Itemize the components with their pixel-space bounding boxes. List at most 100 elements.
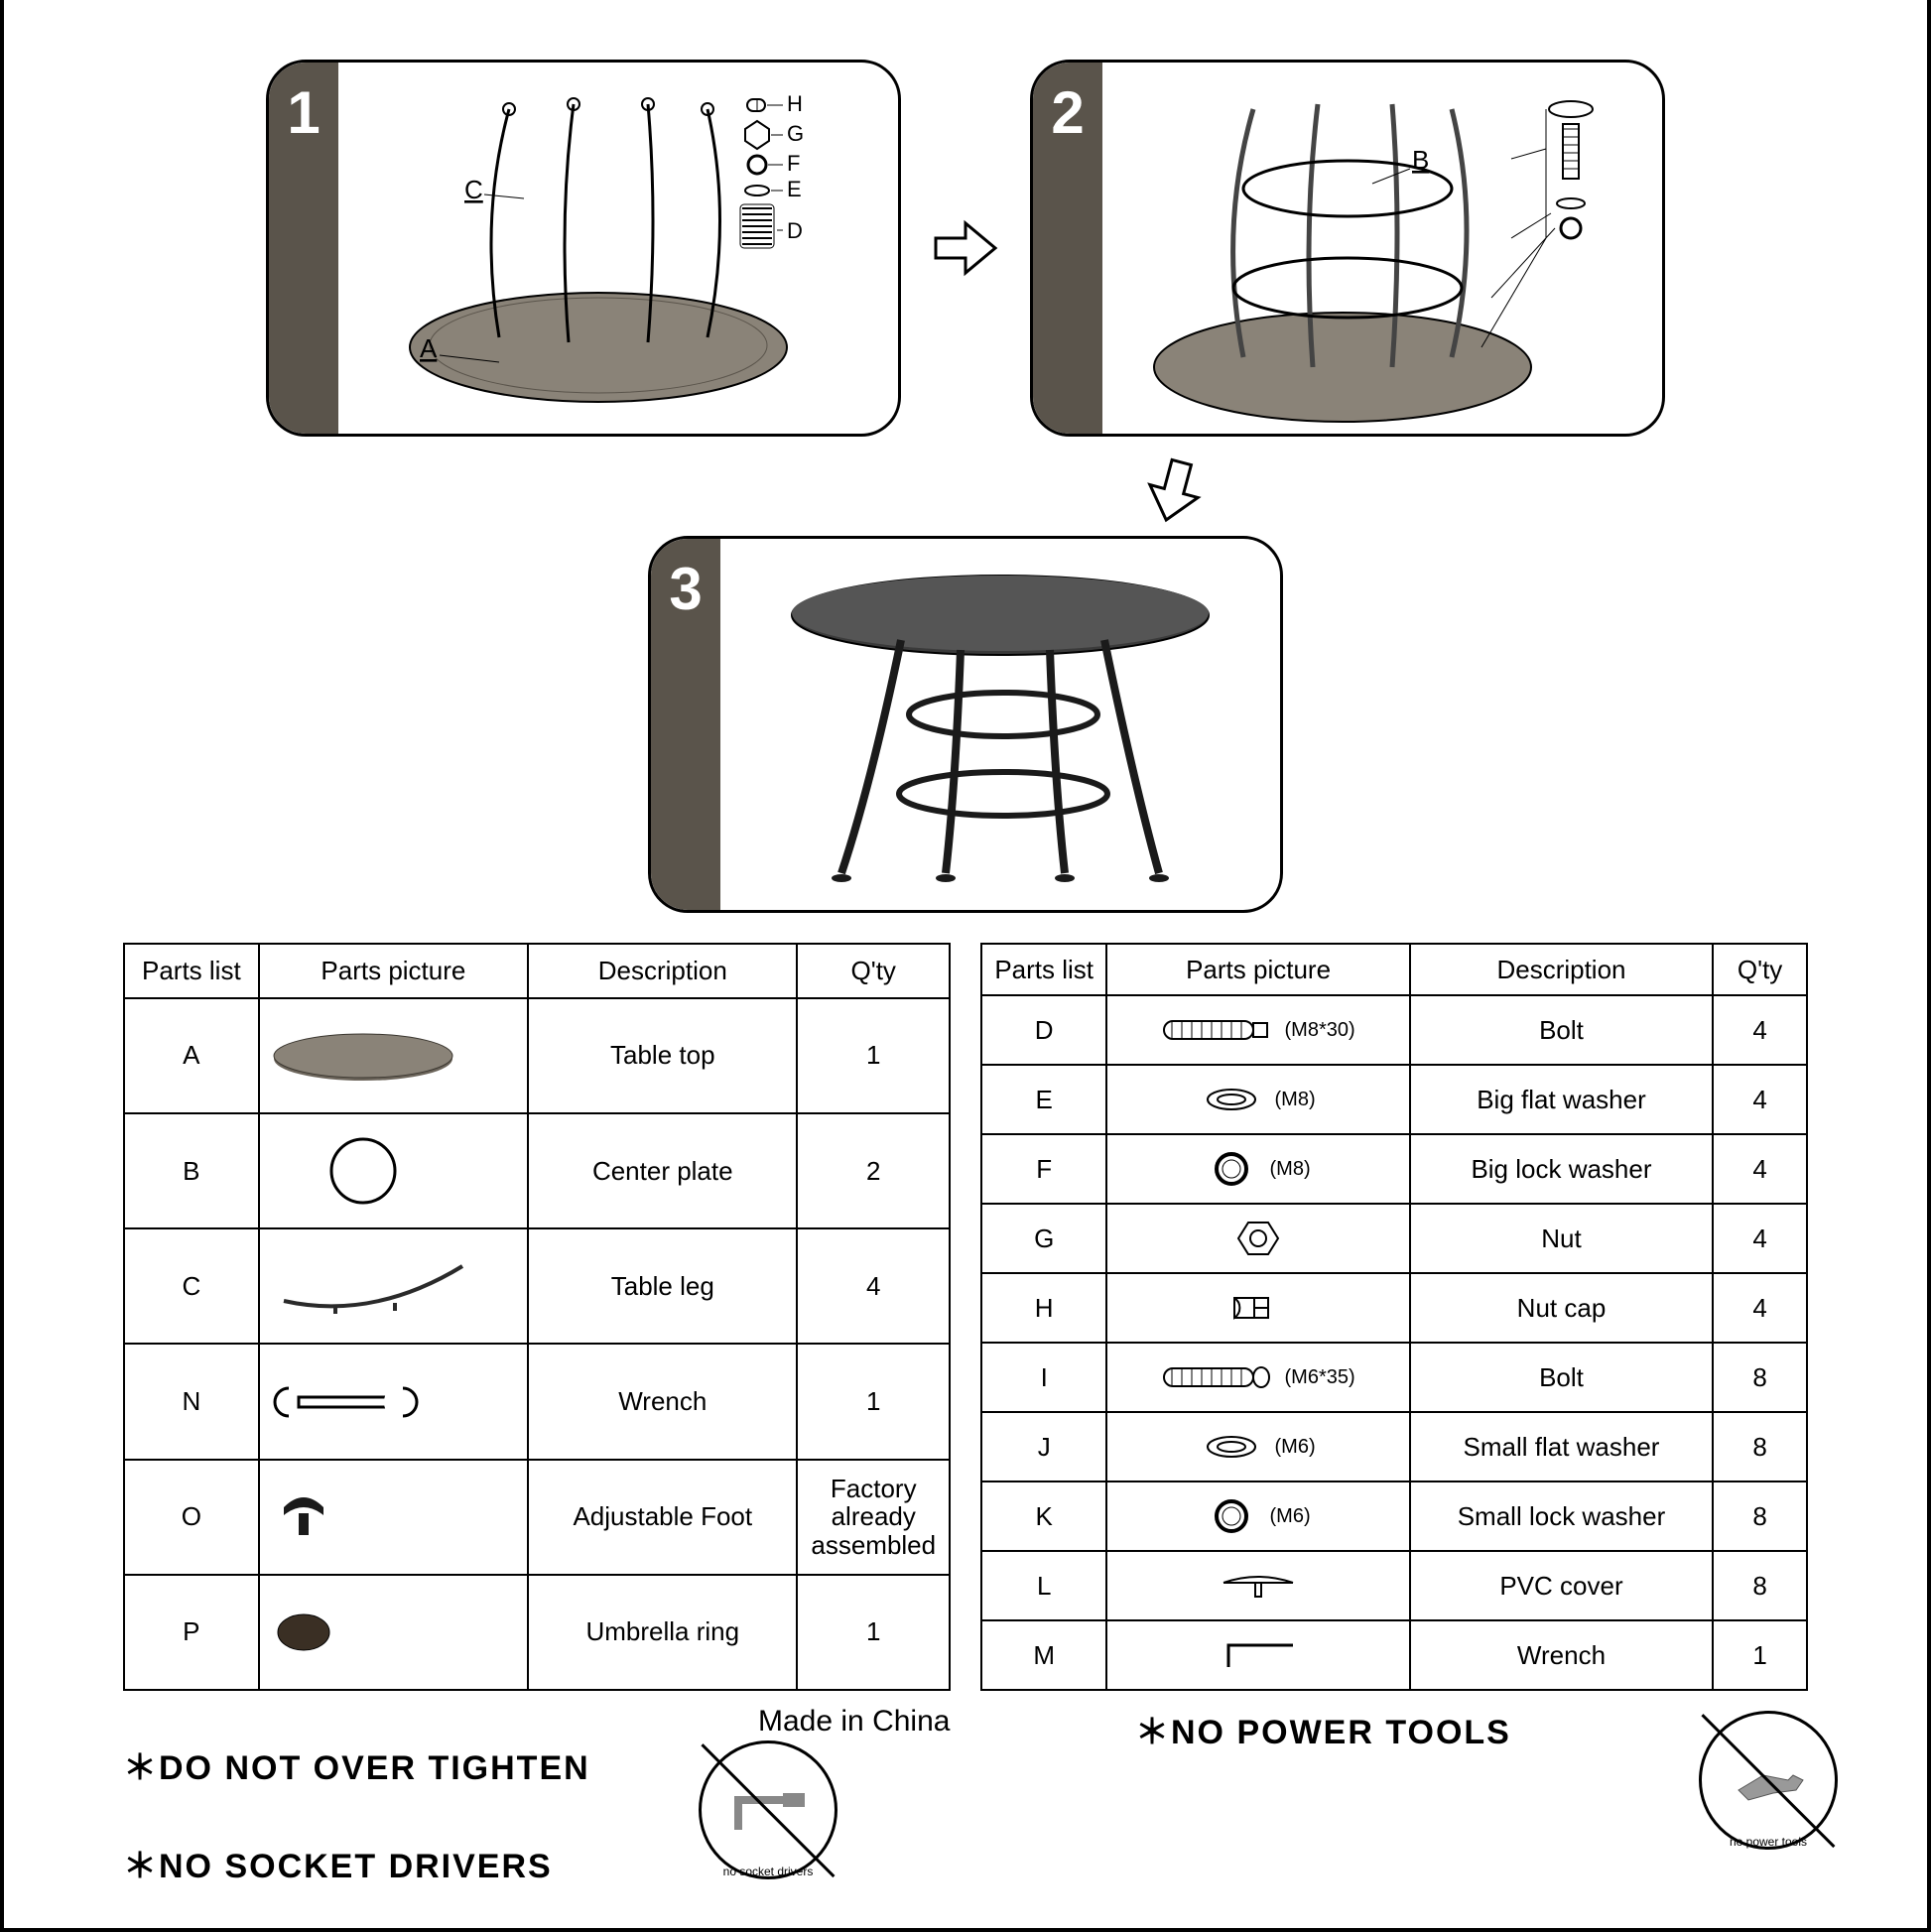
part-picture: (M8*30) [1106,995,1409,1065]
part-picture [259,1228,528,1344]
part-qty: 1 [797,1575,950,1690]
col-qty: Q'ty [1713,944,1807,995]
part-note: (M8) [1275,1089,1316,1111]
arrow-right-icon [931,213,1000,283]
table-row: A Table top 1 [124,998,950,1113]
part-qty: 4 [1713,995,1807,1065]
part-picture [259,1113,528,1228]
table-row: D (M8*30) Bolt 4 [981,995,1807,1065]
step-1-number: 1 [287,78,320,147]
col-desc: Description [1410,944,1713,995]
part-id: D [981,995,1106,1065]
table-row: E (M8) Big flat washer 4 [981,1065,1807,1134]
warn-socket: ＊NO SOCKET DRIVERS [123,1839,590,1887]
part-desc: Center plate [528,1113,797,1228]
part-qty: 4 [797,1228,950,1344]
part-qty: 1 [1713,1620,1807,1690]
warn-overtighten: ＊DO NOT OVER TIGHTEN [123,1740,590,1789]
part-desc: PVC cover [1410,1551,1713,1620]
table-row: B Center plate 2 [124,1113,950,1228]
step-1-side: 1 [269,63,338,434]
made-in-label: Made in China [758,1705,950,1739]
part-desc: Bolt [1410,1343,1713,1412]
part-id: A [124,998,259,1113]
part-picture: (M6*35) [1106,1343,1409,1412]
svg-text:B: B [1412,145,1429,175]
part-id: O [124,1460,259,1575]
part-note: (M6*35) [1285,1366,1355,1389]
table-header-row: Parts list Parts picture Description Q't… [981,944,1807,995]
svg-text:D: D [787,218,803,243]
part-id: J [981,1412,1106,1481]
part-id: E [981,1065,1106,1134]
part-id: G [981,1204,1106,1273]
part-qty: 8 [1713,1412,1807,1481]
part-id: F [981,1134,1106,1204]
step-2-number: 2 [1051,78,1084,147]
part-picture [1106,1273,1409,1343]
step-2-side: 2 [1033,63,1102,434]
part-desc: Bolt [1410,995,1713,1065]
part-id: N [124,1344,259,1459]
part-desc: Adjustable Foot [528,1460,797,1575]
svg-text:F: F [787,151,800,176]
warn-power: ＊NO POWER TOOLS [1135,1705,1511,1753]
part-desc: Wrench [1410,1620,1713,1690]
no-socket-icon: no socket drivers [699,1740,837,1879]
part-id: I [981,1343,1106,1412]
steps-row-1: 1 A C H G F E [266,60,1665,437]
part-note: (M8) [1270,1158,1311,1181]
part-id: M [981,1620,1106,1690]
part-qty: 1 [797,1344,950,1459]
part-qty: Factory already assembled [797,1460,950,1575]
part-picture: (M6) [1106,1412,1409,1481]
part-qty: 4 [1713,1065,1807,1134]
parts-tables: Parts list Parts picture Description Q't… [123,943,1808,1691]
col-desc: Description [528,944,797,998]
warnings-left: ＊DO NOT OVER TIGHTEN ＊NO SOCKET DRIVERS [123,1711,590,1887]
svg-text:H: H [787,91,803,116]
parts-table-right: Parts list Parts picture Description Q't… [980,943,1808,1691]
warnings-section: ＊DO NOT OVER TIGHTEN ＊NO SOCKET DRIVERS … [123,1711,1808,1889]
table-row: L PVC cover 8 [981,1551,1807,1620]
table-row: O Adjustable Foot Factory already assemb… [124,1460,950,1575]
part-desc: Big flat washer [1410,1065,1713,1134]
part-qty: 1 [797,998,950,1113]
no-power-caption: no power tools [1702,1835,1835,1849]
part-picture [259,1344,528,1459]
part-qty: 8 [1713,1481,1807,1551]
part-desc: Small lock washer [1410,1481,1713,1551]
table-row: N Wrench 1 [124,1344,950,1459]
step-3-panel: 3 [648,536,1283,913]
part-desc: Small flat washer [1410,1412,1713,1481]
part-note: (M8*30) [1285,1019,1355,1042]
table-row: I (M6*35) Bolt 8 [981,1343,1807,1412]
table-row: F (M8) Big lock washer 4 [981,1134,1807,1204]
table-header-row: Parts list Parts picture Description Q't… [124,944,950,998]
part-desc: Nut cap [1410,1273,1713,1343]
part-qty: 8 [1713,1343,1807,1412]
step-1-illustration: A C H G F E D [338,63,898,434]
part-picture: (M8) [1106,1134,1409,1204]
part-picture [259,1575,528,1690]
part-id: H [981,1273,1106,1343]
part-qty: 4 [1713,1273,1807,1343]
col-picture: Parts picture [1106,944,1409,995]
part-id: C [124,1228,259,1344]
part-desc: Table leg [528,1228,797,1344]
part-id: K [981,1481,1106,1551]
part-desc: Umbrella ring [528,1575,797,1690]
table-row: C Table leg 4 [124,1228,950,1344]
part-desc: Table top [528,998,797,1113]
step-2-illustration: B [1102,63,1662,434]
svg-text:G: G [787,121,804,146]
part-note: (M6) [1270,1505,1311,1528]
assembly-steps: 1 A C H G F E [123,20,1808,913]
table-row: K (M6) Small lock washer 8 [981,1481,1807,1551]
part-id: L [981,1551,1106,1620]
part-qty: 8 [1713,1551,1807,1620]
step-3-illustration [720,539,1280,910]
table-row: H Nut cap 4 [981,1273,1807,1343]
part-picture [1106,1551,1409,1620]
step-3-number: 3 [669,555,702,623]
